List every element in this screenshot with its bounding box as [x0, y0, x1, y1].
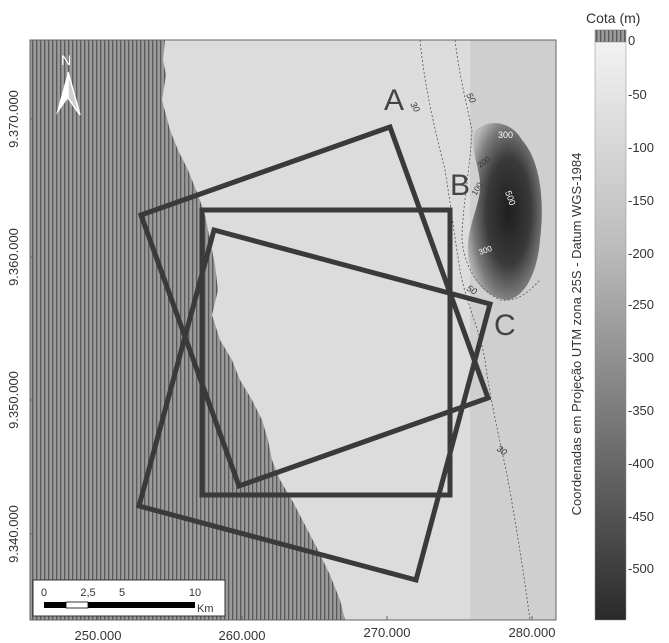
legend-tick-label: -250: [628, 297, 654, 312]
scale-tick-label: 10: [189, 587, 201, 599]
legend-color-ramp: [594, 41, 627, 621]
x-tick-label: 250.000: [75, 628, 122, 643]
map-frame: [29, 39, 557, 621]
contour-label: 50: [464, 91, 478, 105]
legend-tick-label: -50: [628, 87, 647, 102]
contour-line-30: [419, 40, 531, 620]
legend-tick-label: -450: [628, 509, 654, 524]
north-arrow: N: [56, 52, 81, 116]
legend-tick-label: -100: [628, 140, 654, 155]
x-tick-label: 270.000: [364, 625, 411, 640]
legend-tick-label: -200: [628, 246, 654, 261]
deep-basin: [467, 123, 542, 300]
depth-legend: Cota (m) 0 -50 -100 -150 -200 -250 -300 …: [586, 10, 654, 621]
label-c: C: [494, 309, 516, 342]
scene-footprints: [135, 123, 494, 584]
y-axis-labels: 9.370.000 9.360.000 9.350.000 9.340.000: [6, 90, 34, 563]
legend-tick-label: -150: [628, 193, 654, 208]
footprint-c: [135, 226, 494, 584]
contour-label: 30: [408, 100, 422, 114]
projection-label: Coordenadas em Projeção UTM zona 25S - D…: [569, 153, 584, 516]
legend-title: Cota (m): [586, 10, 640, 26]
north-label: N: [61, 52, 71, 68]
y-tick-label: 9.370.000: [6, 90, 21, 148]
footprint-a: [137, 123, 492, 490]
scale-tick-label: 0: [41, 587, 47, 599]
label-a: A: [384, 84, 404, 117]
contour-label: 50: [465, 283, 479, 297]
legend-tick-label: -400: [628, 456, 654, 471]
legend-tick-label: 0: [628, 33, 635, 48]
x-tick-label: 260.000: [219, 628, 266, 643]
y-tick-label: 9.350.000: [6, 371, 21, 429]
label-b: B: [450, 169, 470, 202]
contour-label: 300: [498, 130, 513, 140]
scale-unit: Km: [197, 603, 214, 615]
contour-label: 500: [503, 189, 518, 207]
x-axis-labels: 250.000 260.000 270.000 280.000: [75, 616, 556, 643]
x-tick-label: 280.000: [509, 625, 556, 640]
legend-tick-label: -500: [628, 561, 654, 576]
legend-tick-label: -350: [628, 403, 654, 418]
scale-tick-label: 2,5: [80, 587, 95, 599]
contour-line-50: [454, 40, 541, 301]
contour-label: 30: [495, 443, 509, 457]
y-tick-label: 9.360.000: [6, 228, 21, 286]
contour-label: 300: [478, 244, 494, 257]
contour-labels: 50 30 300 200 100 500 300 50 30: [408, 91, 517, 457]
y-tick-label: 9.340.000: [6, 505, 21, 563]
footprint-b: [199, 207, 453, 498]
legend-land-swatch: [594, 29, 627, 43]
scale-tick-label: 5: [119, 587, 125, 599]
legend-tick-label: -300: [628, 350, 654, 365]
scale-bar: 0 2,5 5 10 Km: [32, 579, 226, 617]
